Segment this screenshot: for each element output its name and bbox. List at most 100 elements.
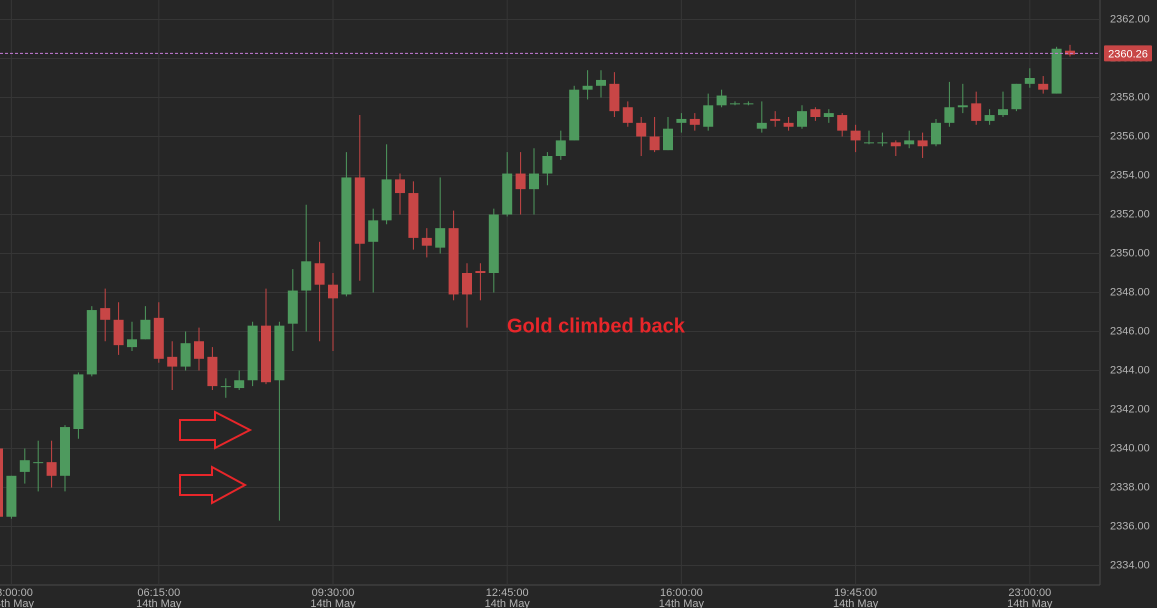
candle-body (609, 83, 620, 112)
candle-body (73, 374, 84, 429)
candle-body (488, 214, 499, 273)
x-tick-label: 09:30:00 (312, 587, 355, 599)
candle-body (810, 109, 821, 117)
candle-body (582, 85, 593, 90)
candle-body (194, 341, 204, 359)
candle-body (408, 193, 419, 238)
annotation: Gold climbed back (507, 315, 686, 337)
candle-body (984, 115, 995, 121)
candle-body (180, 343, 191, 367)
x-tick-date: 14th May (659, 598, 705, 608)
candle-body (435, 228, 446, 248)
candle-body (649, 136, 660, 151)
candle-body (917, 140, 928, 147)
y-tick-label: 2340.00 (1110, 442, 1150, 454)
x-tick-date: 14th May (833, 598, 879, 608)
candle-body (877, 142, 888, 144)
candle-body (207, 356, 218, 387)
candle-body (395, 179, 405, 194)
candle-body (247, 325, 258, 381)
y-tick-label: 2336.00 (1110, 520, 1150, 532)
candle-body (127, 339, 137, 348)
candle-body (730, 103, 740, 105)
candle-body (328, 284, 338, 299)
y-tick-label: 2344.00 (1110, 364, 1150, 376)
x-tick-date: 14th May (485, 598, 531, 608)
candle-body (689, 118, 700, 125)
x-tick-label: 16:00:00 (660, 587, 703, 599)
x-tick-label: 23:00:00 (1008, 587, 1051, 599)
candle-body (904, 140, 915, 145)
arrow (179, 410, 253, 450)
candle-body (529, 173, 539, 190)
candle-body (931, 122, 941, 145)
x-tick-date: 14th May (0, 598, 35, 608)
candle-body (381, 179, 392, 221)
candle-body (555, 140, 566, 156)
candle-body (515, 173, 526, 190)
candle-body (957, 105, 968, 108)
candle-body (971, 103, 982, 121)
candle-body (850, 130, 861, 141)
candle-body (797, 111, 807, 127)
y-tick-label: 2352.00 (1110, 208, 1150, 220)
arrow (179, 465, 248, 505)
candle-body (1051, 48, 1062, 94)
candle-body (944, 107, 955, 123)
x-tick-label: 12:45:00 (486, 587, 529, 599)
x-tick-date: 14th May (1007, 598, 1053, 608)
candle-body (314, 263, 325, 285)
candle-body (33, 462, 44, 464)
candle-body (823, 113, 834, 117)
candle-body (46, 462, 57, 476)
y-tick-label: 2350.00 (1110, 247, 1150, 259)
y-tick-label: 2346.00 (1110, 325, 1150, 337)
x-tick-date: 14th May (136, 598, 182, 608)
candle-body (756, 122, 767, 129)
candle-body (1038, 83, 1049, 90)
candle-body (770, 118, 781, 121)
candle-body (6, 475, 17, 517)
candle-body (287, 290, 298, 324)
candle-body (1011, 83, 1022, 110)
candle-body (542, 156, 553, 174)
candle-body (261, 325, 271, 383)
arrows (179, 410, 253, 505)
candle-body (113, 319, 124, 346)
candle-body (716, 95, 727, 106)
candle-body (622, 107, 633, 123)
y-tick-label: 2356.00 (1110, 130, 1150, 142)
candle-body (1065, 50, 1075, 55)
candle-body (663, 128, 673, 151)
candle-body (140, 319, 151, 340)
y-tick-label: 2358.00 (1110, 91, 1150, 103)
price-label-box (1104, 45, 1152, 62)
candle-body (60, 427, 70, 476)
candle-body (167, 356, 178, 367)
y-tick-label: 2354.00 (1110, 169, 1150, 181)
candle-body (569, 89, 580, 141)
candle-body (676, 118, 687, 123)
x-tick-label: 03:00:00 (0, 587, 33, 599)
candle-body (448, 228, 459, 295)
candle-body (475, 271, 486, 273)
y-tick-label: 2362.00 (1110, 13, 1150, 25)
candle-body (301, 261, 312, 291)
y-tick-label: 2348.00 (1110, 286, 1150, 298)
candle-body (368, 220, 379, 242)
candle-body (998, 109, 1008, 116)
candle-body (1024, 78, 1035, 84)
candle-body (743, 103, 754, 105)
candle-body (890, 142, 901, 147)
candle-body (421, 237, 432, 246)
candle-body (274, 325, 285, 381)
candle-body (354, 177, 365, 244)
candle-body (100, 308, 111, 320)
candle-body (234, 380, 245, 389)
candle-body (636, 122, 647, 137)
x-tick-date: 14th May (310, 598, 356, 608)
candle-body (153, 317, 164, 359)
y-tick-label: 2334.00 (1110, 559, 1150, 571)
